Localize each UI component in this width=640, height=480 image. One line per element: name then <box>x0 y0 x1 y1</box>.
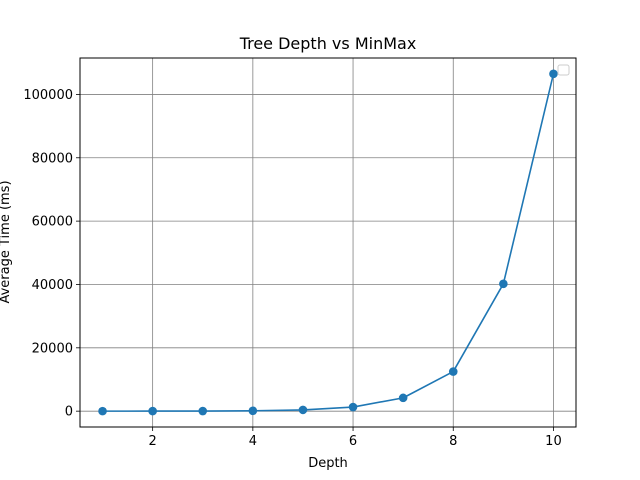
y-tick-label: 0 <box>65 405 73 420</box>
series-line <box>102 73 555 412</box>
legend <box>557 64 570 76</box>
y-tick-label: 20000 <box>32 341 73 356</box>
y-tick-label: 40000 <box>32 278 73 293</box>
x-axis-title: Depth <box>308 456 348 471</box>
y-axis-title: Average Time (ms) <box>0 180 13 303</box>
data-point <box>499 279 508 289</box>
x-tick-label: 8 <box>449 434 457 449</box>
data-point <box>348 402 358 412</box>
series-layer <box>98 69 558 416</box>
data-point <box>148 406 157 416</box>
x-tick-label: 6 <box>349 434 357 449</box>
data-point <box>248 406 258 416</box>
y-tick-label: 60000 <box>32 215 73 230</box>
data-point <box>298 405 308 415</box>
y-tick-label: 80000 <box>32 151 73 166</box>
x-tick-label: 2 <box>149 434 157 449</box>
legend-box <box>557 64 570 76</box>
y-tick-label: 100000 <box>23 88 73 103</box>
chart-title: Tree Depth vs MinMax <box>239 34 417 53</box>
data-point <box>98 406 107 416</box>
ticks: 2 4 6 8 10 0 20000 40000 60000 80000 100000 <box>23 88 561 449</box>
data-point <box>549 69 558 79</box>
data-point <box>448 367 458 376</box>
data-point <box>398 393 408 403</box>
plot-area-frame <box>79 57 577 428</box>
data-point <box>198 406 208 416</box>
x-tick-label: 4 <box>249 434 257 449</box>
x-tick-label: 10 <box>545 434 562 449</box>
